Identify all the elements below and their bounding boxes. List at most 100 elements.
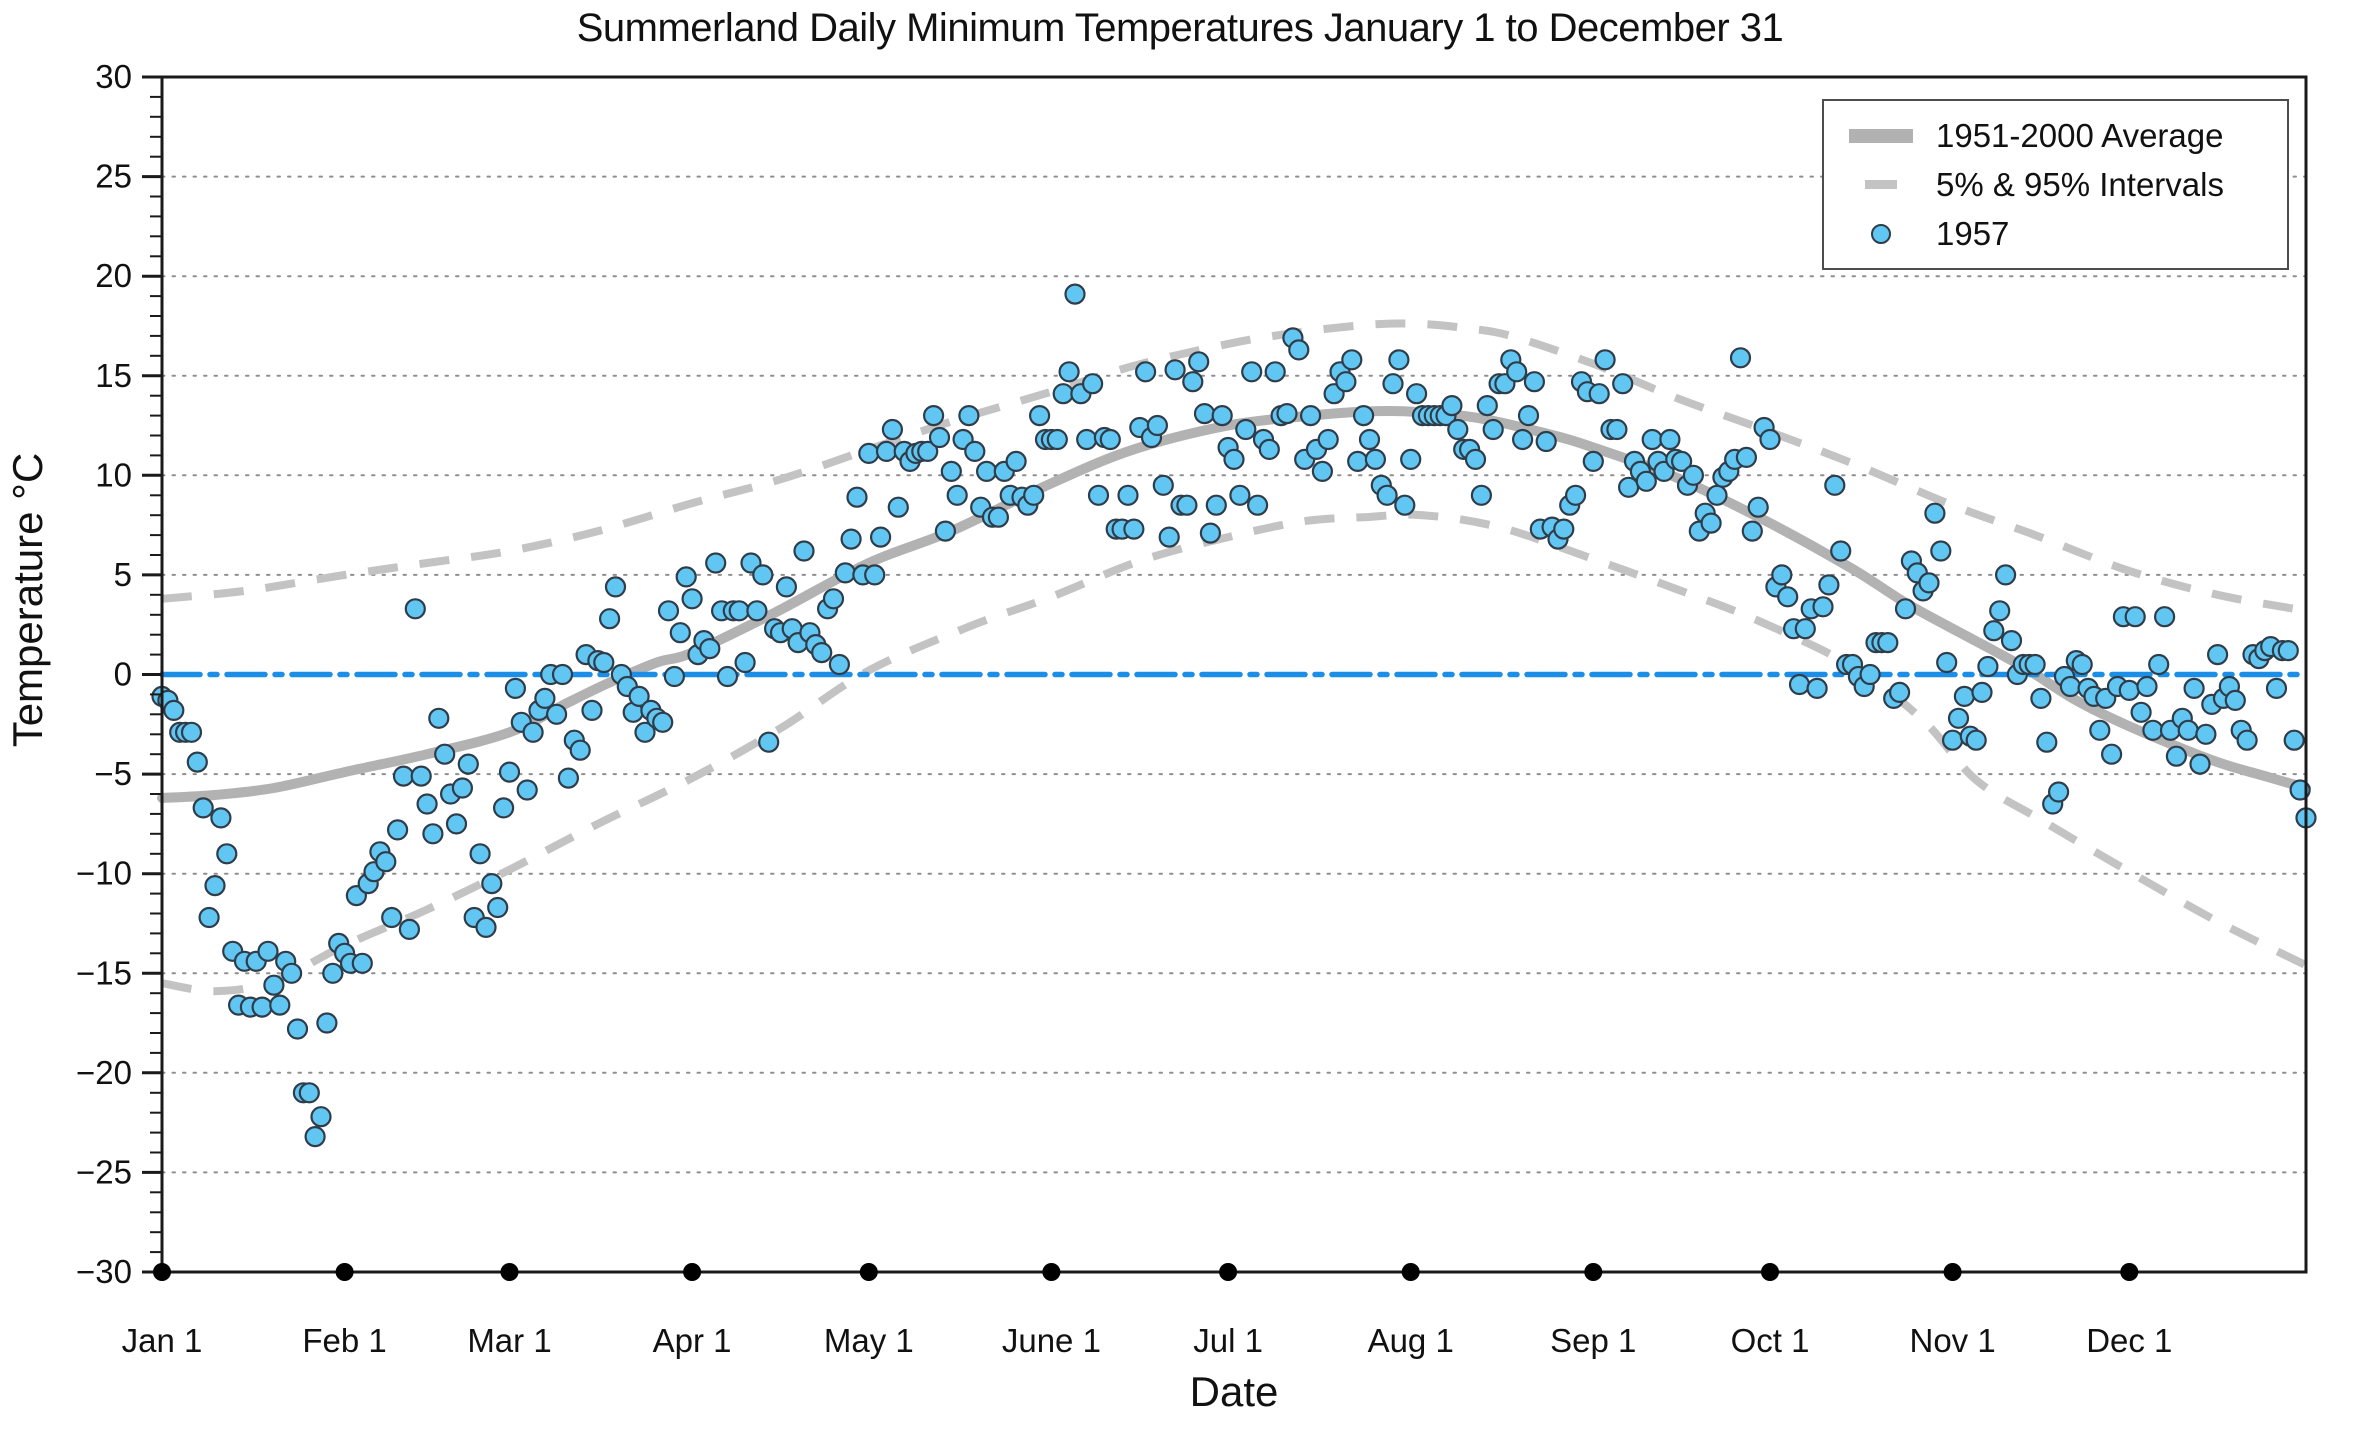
scatter-point: [1117, 484, 1139, 506]
scatter-point: [416, 793, 438, 815]
scatter-point: [445, 813, 468, 835]
scatter-point: [2136, 675, 2158, 698]
legend-label-intervals: 5% & 95% Intervals: [1936, 165, 2224, 203]
scatter-point: [2183, 677, 2205, 700]
scatter-point: [1188, 351, 1210, 373]
scatter-point: [811, 641, 833, 664]
scatter-point: [793, 540, 815, 562]
scatter-point: [634, 721, 656, 743]
scatter-point: [1288, 339, 1310, 361]
scatter-point: [1464, 448, 1487, 470]
scatter-point: [1947, 707, 1970, 729]
scatter-point: [657, 600, 680, 622]
scatter-point: [298, 1082, 320, 1104]
scatter-point: [1777, 586, 1799, 608]
scatter-point: [1176, 494, 1198, 516]
scatter-point: [351, 952, 373, 974]
scatter-point: [1818, 574, 1840, 596]
scatter-point: [775, 576, 798, 598]
scatter-point: [257, 940, 279, 962]
scatter-point: [1388, 349, 1410, 371]
scatter-point: [569, 739, 591, 761]
scatter-point: [928, 426, 951, 449]
scatter-point: [1123, 518, 1145, 540]
scatter-point: [493, 797, 515, 819]
scatter-point: [2101, 743, 2123, 765]
scatter-point: [922, 405, 945, 427]
scatter-point: [557, 767, 580, 789]
scatter-point: [1788, 673, 1811, 696]
scatter-point: [1918, 572, 1940, 594]
scatter-point: [887, 496, 909, 518]
scatter-point: [1523, 371, 1546, 393]
scatter-point: [457, 753, 479, 775]
scatter-point: [322, 962, 344, 984]
scatter-point: [1205, 494, 1227, 516]
scatter-point: [1364, 448, 1387, 470]
scatter-point: [1241, 361, 1263, 383]
scatter-point: [281, 962, 303, 984]
scatter-point: [1859, 663, 1881, 686]
scatter-point: [934, 520, 957, 542]
scatter-point: [1058, 361, 1080, 383]
scatter-point: [404, 598, 426, 620]
scatter-point: [1635, 470, 1657, 492]
scatter-point: [1511, 428, 1534, 451]
scatter-point: [1971, 681, 1993, 704]
scatter-point: [940, 460, 962, 482]
scatter-point: [917, 440, 939, 462]
scatter-point: [1759, 428, 1781, 451]
scatter-point: [1158, 526, 1180, 548]
scatter-point: [286, 1018, 309, 1040]
scatter-point: [1276, 403, 1298, 425]
scatter-point: [1953, 685, 1976, 708]
scatter-point: [1983, 620, 2005, 642]
scatter-point: [1729, 347, 1752, 369]
scatter-point: [2207, 643, 2229, 666]
scatter-point: [1941, 729, 1964, 751]
y-tick-label: −10: [76, 855, 132, 892]
scatter-point: [1989, 600, 2011, 622]
scatter-point: [1229, 484, 1251, 506]
scatter-point: [728, 600, 750, 622]
scatter-point: [1193, 403, 1216, 425]
x-tick-label: May 1: [824, 1322, 914, 1359]
scatter-marker-swatch-icon: [1871, 223, 1891, 244]
scatter-point: [758, 731, 780, 753]
scatter-point: [593, 651, 615, 674]
scatter-point: [1028, 405, 1051, 427]
scatter-point: [1564, 484, 1587, 506]
scatter-point: [1924, 502, 1946, 524]
scatter-point: [375, 851, 397, 873]
scatter-point: [180, 721, 203, 743]
y-tick-label: −5: [94, 755, 132, 792]
scatter-point: [1246, 494, 1269, 516]
scatter-point: [828, 653, 851, 676]
scatter-point: [1594, 349, 1616, 371]
scatter-point: [1930, 540, 1952, 562]
scatter-point: [964, 440, 986, 462]
scatter-point: [1382, 373, 1404, 395]
scatter-point: [581, 699, 603, 722]
scatter-point: [498, 761, 521, 783]
scatter-point: [669, 622, 691, 644]
scatter-point: [2048, 781, 2070, 803]
scatter-point: [2030, 687, 2052, 710]
scatter-point: [1741, 520, 1763, 542]
scatter-point: [192, 797, 214, 819]
scatter-point: [1582, 450, 1604, 472]
scatter-point: [881, 418, 904, 441]
scatter-point: [392, 765, 415, 787]
scatter-point: [1700, 512, 1722, 534]
scatter-point: [2000, 629, 2023, 652]
y-tick-label: 10: [95, 456, 132, 493]
scatter-point: [975, 460, 998, 482]
scatter-point: [1747, 496, 1769, 518]
scatter-point: [2036, 731, 2058, 753]
scatter-point: [1134, 361, 1157, 383]
scatter-point: [663, 665, 686, 688]
scatter-point: [752, 564, 774, 586]
scatter-point: [1352, 405, 1375, 427]
y-tick-label: 0: [114, 656, 132, 693]
